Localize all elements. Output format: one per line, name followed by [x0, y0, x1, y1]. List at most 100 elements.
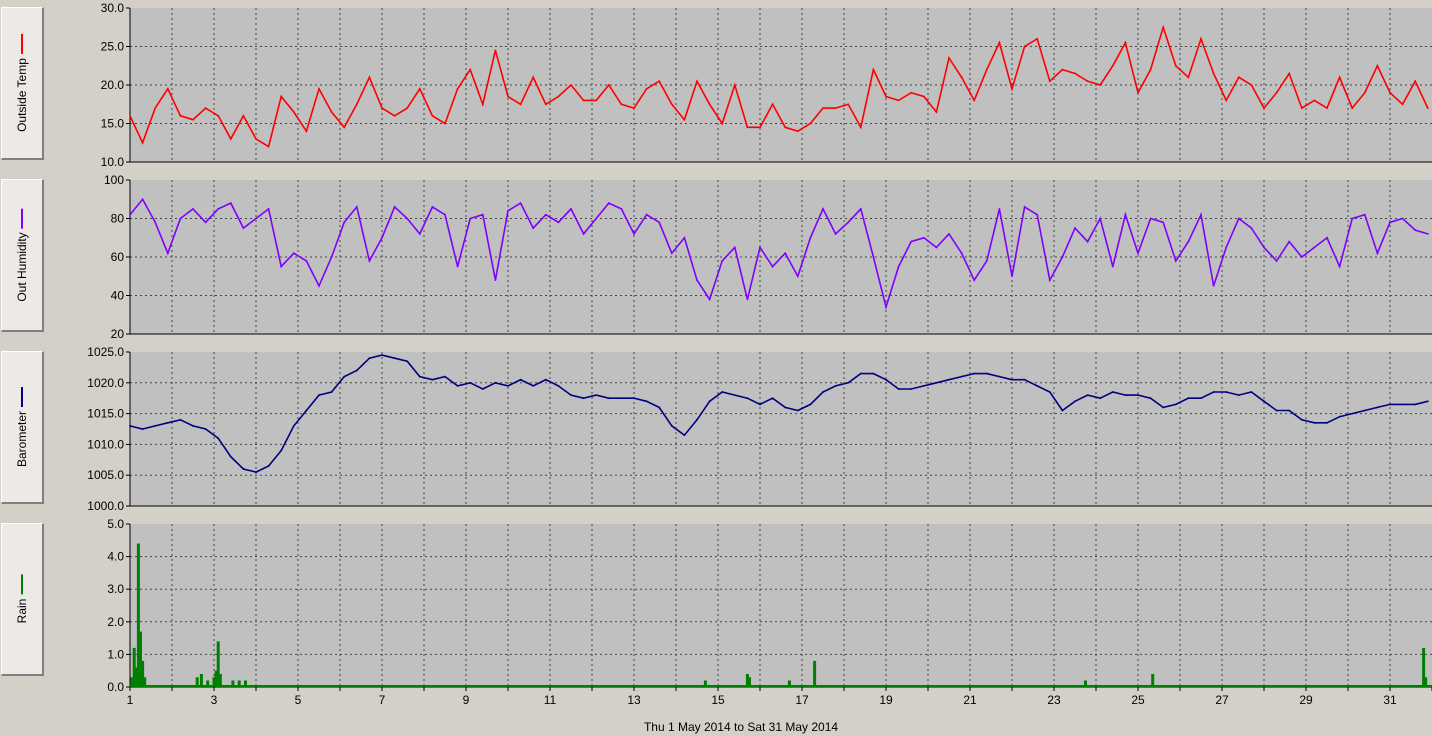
data-point: [1288, 72, 1291, 75]
rain-bar: [745, 673, 749, 687]
data-point: [1225, 99, 1228, 102]
data-point: [1237, 394, 1240, 397]
data-point: [1124, 213, 1127, 216]
data-point: [1048, 391, 1051, 393]
data-point: [809, 236, 812, 239]
data-point: [267, 207, 270, 210]
rain-bar: [143, 677, 147, 687]
data-point: [204, 428, 207, 430]
data-point: [985, 68, 988, 71]
data-point: [696, 80, 698, 83]
data-point: [343, 375, 346, 378]
data-point: [1275, 91, 1278, 94]
data-point: [494, 279, 497, 281]
x-tick-label: 15: [711, 693, 725, 707]
data-point: [1313, 99, 1316, 102]
data-point: [381, 236, 383, 239]
rain-bar: [134, 667, 138, 687]
data-point: [733, 246, 736, 249]
data-point: [229, 138, 232, 140]
x-tick-label: 5: [295, 693, 302, 707]
data-point: [733, 394, 736, 397]
data-point: [1326, 421, 1328, 424]
data-point: [1137, 394, 1139, 397]
data-point: [406, 360, 409, 363]
data-point: [922, 95, 925, 98]
panel-button-outside-temp[interactable]: Outside Temp: [1, 7, 44, 160]
data-point: [620, 397, 623, 400]
data-point: [557, 221, 560, 224]
data-point: [1023, 378, 1026, 381]
data-point: [267, 465, 270, 467]
data-point: [1263, 107, 1265, 109]
y-tick-label: 1000.0: [87, 499, 124, 513]
data-point: [708, 103, 711, 106]
y-tick-label: 1015.0: [87, 407, 124, 421]
data-point: [885, 378, 887, 381]
data-point: [368, 259, 371, 262]
rain-bar: [132, 647, 136, 687]
data-point: [910, 240, 913, 243]
data-point: [759, 246, 761, 249]
data-point: [759, 126, 761, 129]
data-point: [305, 130, 308, 133]
y-tick-label: 1025.0: [87, 345, 124, 359]
date-range-caption: Thu 1 May 2014 to Sat 31 May 2014: [643, 720, 839, 734]
data-point: [607, 397, 610, 400]
data-point: [1212, 391, 1215, 393]
data-point: [242, 114, 245, 117]
data-point: [570, 207, 572, 210]
data-point: [683, 434, 686, 437]
data-point: [822, 391, 824, 393]
y-tick-label: 1020.0: [87, 376, 124, 390]
data-point: [897, 265, 900, 268]
data-point: [620, 103, 623, 106]
rain-bar: [216, 641, 220, 687]
data-point: [620, 207, 623, 210]
data-point: [192, 207, 194, 210]
y-tick-label: 20: [111, 327, 125, 341]
data-point: [242, 227, 245, 230]
data-point: [1137, 91, 1139, 94]
data-point: [1326, 236, 1328, 239]
panel-button-out-humidity[interactable]: Out Humidity: [1, 179, 44, 332]
rain-bar: [1422, 647, 1426, 687]
data-point: [1174, 403, 1177, 406]
rain-bar: [813, 660, 817, 687]
data-point: [834, 107, 837, 109]
plot-area: [130, 524, 1432, 687]
data-point: [670, 103, 673, 106]
x-tick-label: 17: [795, 693, 809, 707]
data-point: [544, 378, 547, 381]
data-point: [998, 207, 1001, 210]
data-point: [985, 372, 988, 375]
data-point: [469, 381, 472, 384]
data-point: [1086, 240, 1089, 243]
data-point: [595, 217, 598, 220]
data-point: [721, 259, 724, 262]
data-point: [683, 118, 686, 121]
data-point: [280, 265, 283, 268]
data-point: [154, 107, 157, 109]
data-point: [481, 213, 484, 216]
data-point: [1414, 229, 1417, 231]
data-point: [242, 468, 245, 470]
panel-button-barometer[interactable]: Barometer: [1, 351, 44, 504]
data-point: [1074, 72, 1076, 75]
data-point: [1149, 397, 1152, 400]
x-tick-label: 21: [963, 693, 977, 707]
data-point: [1086, 80, 1089, 83]
data-point: [381, 107, 383, 109]
data-point: [1338, 76, 1341, 79]
rain-bar: [195, 677, 199, 687]
series-line: [129, 24, 1429, 148]
data-point: [129, 213, 131, 216]
y-tick-label: 25.0: [101, 40, 125, 54]
data-point: [1300, 256, 1303, 258]
data-point: [771, 397, 774, 400]
panel-button-rain[interactable]: Rain: [1, 523, 44, 676]
data-point: [318, 87, 320, 90]
y-tick-label: 80: [111, 212, 125, 226]
rain-bar: [218, 673, 222, 687]
data-point: [733, 84, 736, 86]
